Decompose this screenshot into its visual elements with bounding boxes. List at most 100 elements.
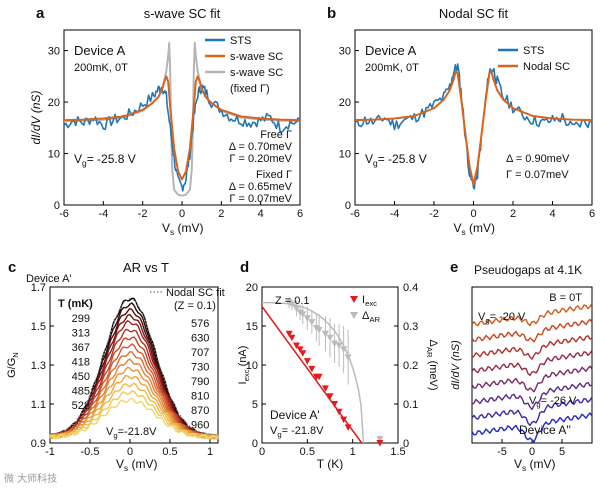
- label-sub: AR: [425, 347, 434, 358]
- temp-label: 528: [72, 400, 90, 412]
- nodal-fit-line: [49, 298, 219, 436]
- panel-e: -5 0 5 e Pseudogaps at 4.1K B = 0T dI/dV (nS) V…: [450, 259, 593, 473]
- y-tick-label: 0: [252, 438, 258, 450]
- x-tick-label: 1.5: [390, 446, 405, 458]
- x-tick-label: 0: [470, 208, 476, 220]
- x-tick-label: -2: [138, 208, 148, 220]
- curve-T-730: [49, 366, 219, 440]
- x-tick-label: 4: [258, 208, 264, 220]
- watermark: 微 大师科技: [4, 474, 58, 485]
- panel-letter: a: [36, 5, 45, 22]
- ar-point: [376, 436, 384, 443]
- x-tick-label: 1: [207, 446, 213, 458]
- label-main: V: [270, 425, 278, 437]
- panel-letter: e: [450, 259, 458, 276]
- x-tick-label: 0: [259, 446, 265, 458]
- x-tick-label: -6: [59, 208, 69, 220]
- label-post: = -20 V: [490, 311, 526, 323]
- ar-point: [331, 340, 339, 348]
- ar-point: [299, 311, 307, 318]
- y-axis-label: dI/dV (nS): [450, 340, 462, 390]
- label-post: (mV): [526, 457, 555, 471]
- top-gate-label: Vg= -20 V: [478, 311, 526, 325]
- panel-b: -6 -4 -2 0 2 4 6 0 10 20 30 b Nodal SC fit Vs (mV) Dev…: [327, 5, 595, 237]
- exc-point: [340, 416, 348, 424]
- exc-point: [315, 373, 323, 381]
- y-tick-label: 0.4: [403, 282, 418, 294]
- free-gamma-param: Free Γ: [260, 129, 292, 141]
- label-main: I: [362, 294, 365, 306]
- exc-point: [321, 385, 329, 392]
- legend-label: ΔAR: [362, 310, 380, 324]
- y-axis-label-left: Iexc (nA): [237, 346, 251, 385]
- panel-c: -1 -0.5 0 0.5 1 0.9 1.1 1.3 1.5 1.7 c AR vs T Device…: [6, 259, 225, 473]
- x-tick-label: -4: [98, 208, 108, 220]
- fixed-gamma-param: Fixed Γ: [256, 169, 292, 181]
- x-tick-label: -6: [350, 208, 360, 220]
- temp-label: 576: [191, 318, 209, 330]
- free-gamma-param: Δ = 0.70meV: [229, 141, 293, 153]
- x-tick-label: 0.5: [300, 446, 315, 458]
- y-tick-label: 20: [48, 97, 60, 109]
- label-post: (mV): [174, 221, 203, 235]
- label-post: (mV): [128, 457, 157, 471]
- label-post: (nA): [237, 346, 249, 370]
- z-label: Z = 0.1: [275, 295, 310, 307]
- exc-point: [308, 365, 316, 373]
- curve-T-418: [49, 313, 219, 440]
- label-sub: s: [522, 463, 526, 473]
- legend-swatch: [350, 312, 358, 319]
- x-tick-label: -0.5: [81, 446, 100, 458]
- exc-point: [303, 358, 311, 365]
- pseudogap-curve: [471, 412, 593, 443]
- legend-label: Nodal SC: [523, 61, 570, 73]
- label-sub: g: [82, 158, 87, 168]
- x-tick-label: 0.5: [162, 446, 177, 458]
- label-post: = -25.8 V: [87, 152, 136, 166]
- exc-point: [335, 408, 343, 416]
- x-tick-label: 6: [589, 208, 595, 220]
- y-axis-label-right: ΔAR (meV): [425, 339, 439, 390]
- x-tick-label: 1: [350, 446, 356, 458]
- y-tick-label: 0: [403, 438, 409, 450]
- legend-label: (fixed Γ): [230, 83, 270, 95]
- x-axis-label: Vs (mV): [162, 221, 204, 237]
- x-tick-label: 0: [127, 446, 133, 458]
- legend-label: STS: [230, 35, 251, 47]
- fit-param: Δ = 0.90meV: [506, 153, 570, 165]
- legend-label: STS: [523, 45, 544, 57]
- legend-label: s-wave SC: [230, 51, 283, 63]
- legend-swatch: [350, 296, 358, 303]
- series-swave: [63, 75, 301, 181]
- x-tick-label: 0: [179, 208, 185, 220]
- label-sub: s: [124, 463, 128, 473]
- y-tick-label: 1.5: [31, 321, 46, 333]
- x-tick-label: -1: [45, 446, 55, 458]
- x-axis-label: T (K): [317, 457, 343, 471]
- y-tick-label: 30: [339, 46, 351, 58]
- x-tick-label: -4: [390, 208, 400, 220]
- fit-param: Γ = 0.07meV: [506, 169, 569, 181]
- label-sub: exc: [242, 369, 251, 381]
- temp-label: 485: [72, 386, 90, 398]
- pseudogap-curve: [471, 335, 593, 360]
- label-main: V: [478, 311, 486, 323]
- pseudogap-curve: [471, 318, 593, 343]
- chart-title: s-wave SC fit: [144, 6, 221, 21]
- curve-T-960: [49, 397, 219, 440]
- label-main: Δ: [427, 339, 439, 347]
- label-sub: AR: [369, 315, 380, 324]
- temp-label: 870: [191, 405, 209, 417]
- label-main: V: [529, 395, 537, 407]
- panel-a: -6 -4 -2 0 2 4 6 0 10 20 30 a s-wave SC fit Vs (mV) dI…: [29, 5, 303, 237]
- ar-point: [303, 315, 311, 322]
- legend-label: s-wave SC: [230, 67, 283, 79]
- label-main: V: [74, 152, 82, 166]
- gate-label: Vg= -25.8 V: [74, 152, 136, 168]
- series-nodal: [354, 70, 593, 186]
- y-tick-label: 0.9: [31, 438, 46, 450]
- exc-point: [296, 346, 304, 353]
- label-post: = -21.8V: [282, 425, 325, 437]
- temp-label: 450: [72, 371, 90, 383]
- x-tick-label: 0: [529, 446, 535, 458]
